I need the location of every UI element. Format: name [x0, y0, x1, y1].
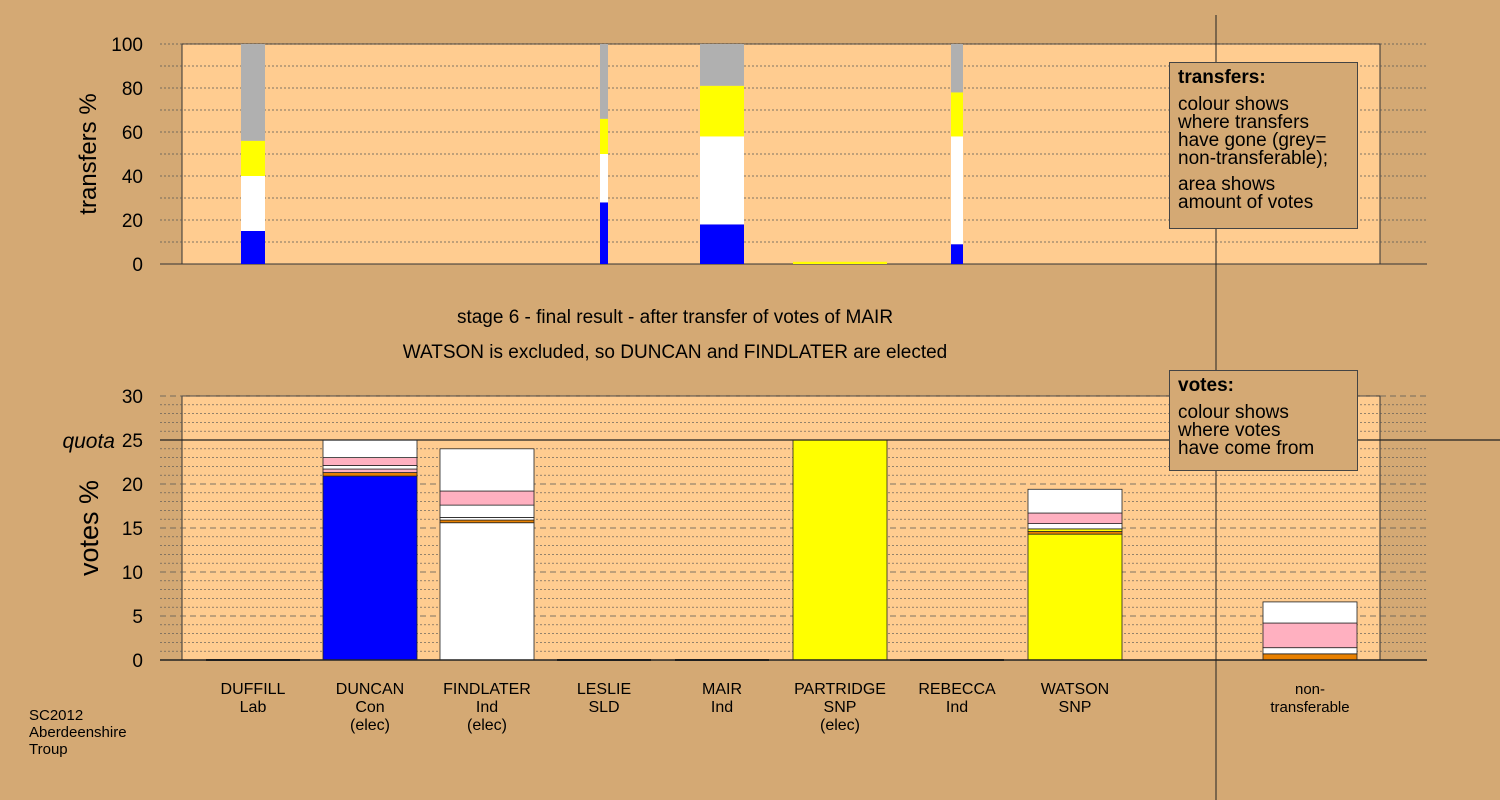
- vote-bar-segment: [439, 448, 535, 492]
- x-tick-label: (elec): [467, 717, 507, 734]
- x-tick-label: WATSON: [1041, 681, 1109, 698]
- transfer-bar-segment: [700, 224, 744, 264]
- chart-subtitle: WATSON is excluded, so DUNCAN and FINDLA…: [403, 342, 948, 363]
- transfer-bar-segment: [951, 44, 963, 93]
- transfer-bar-segment: [700, 85, 744, 137]
- y-tick-label: 0: [132, 255, 143, 276]
- votes-legend-line: have come from: [1178, 438, 1315, 459]
- x-tick-label: Ind: [711, 699, 733, 716]
- vote-bar-segment: [1262, 622, 1358, 649]
- y-tick-label: 5: [132, 607, 143, 628]
- transfer-bar-segment: [600, 118, 608, 154]
- transfer-bar-segment: [600, 202, 608, 264]
- transfers-legend-line: amount of votes: [1178, 192, 1314, 213]
- vote-bar-segment: [322, 457, 418, 466]
- x-tick-label: REBECCA: [918, 681, 996, 698]
- chart-title: stage 6 - final result - after transfer …: [457, 307, 893, 328]
- vote-bar-segment: [439, 522, 535, 661]
- votes-legend-line: where votes: [1178, 420, 1281, 441]
- source-note: SC2012 Aberdeenshire Troup: [29, 707, 127, 758]
- vote-bar-segment: [1262, 601, 1358, 624]
- x-tick-label: LESLIE: [577, 681, 631, 698]
- vote-bar-segment: [1027, 488, 1123, 514]
- transfers-legend: transfers: colour shows where transfers …: [1169, 62, 1358, 229]
- vote-bar-segment: [1027, 512, 1123, 524]
- x-tick-label: SNP: [824, 699, 857, 716]
- votes-legend-title: votes:: [1178, 375, 1234, 396]
- transfer-bar-segment: [241, 231, 265, 264]
- vote-bar-segment: [1027, 523, 1123, 530]
- y-tick-label: 0: [132, 651, 143, 672]
- vote-bar-segment: [792, 439, 888, 661]
- transfer-bar-segment: [241, 140, 265, 176]
- y-axis-label: votes %: [74, 480, 104, 576]
- transfer-bar-segment: [600, 44, 608, 119]
- y-tick-label: 60: [122, 123, 143, 144]
- vote-bar-segment: [439, 490, 535, 506]
- vote-bar-segment: [322, 465, 418, 470]
- y-tick-label: 10: [122, 563, 143, 584]
- transfer-bar-segment: [700, 136, 744, 225]
- x-tick-label: (elec): [820, 717, 860, 734]
- vote-bar-segment: [1027, 533, 1123, 661]
- x-tick-label: FINDLATER: [443, 681, 531, 698]
- x-tick-label: Lab: [240, 699, 267, 716]
- transfer-bar-segment: [241, 44, 265, 141]
- transfer-bar-segment: [600, 154, 608, 203]
- y-tick-label: 40: [122, 167, 143, 188]
- x-tick-label: PARTRIDGE: [794, 681, 886, 698]
- x-tick-label: MAIR: [702, 681, 742, 698]
- y-tick-label: 100: [111, 35, 143, 56]
- vote-bar-segment: [322, 472, 418, 477]
- x-tick-label: SNP: [1059, 699, 1092, 716]
- y-axis-label: transfers %: [75, 93, 102, 214]
- x-tick-label: Con: [355, 699, 384, 716]
- transfer-bar-segment: [951, 92, 963, 137]
- x-tick-label: Ind: [476, 699, 498, 716]
- transfer-bar-segment: [793, 261, 887, 264]
- vote-bar-segment: [1262, 653, 1358, 661]
- transfer-bar-segment: [951, 136, 963, 245]
- source-line: Troup: [29, 741, 68, 758]
- vote-bar-segment: [1262, 647, 1358, 655]
- y-tick-label: 20: [122, 211, 143, 232]
- x-tick-label: transferable: [1270, 699, 1349, 716]
- transfers-legend-line: non-transferable);: [1178, 148, 1328, 169]
- transfers-legend-line: where transfers: [1178, 112, 1309, 133]
- transfers-legend-line: have gone (grey=: [1178, 130, 1327, 151]
- transfers-legend-title: transfers:: [1178, 67, 1266, 88]
- source-line: SC2012: [29, 707, 84, 724]
- quota-label: quota: [62, 430, 115, 453]
- x-tick-label: Ind: [946, 699, 968, 716]
- votes-legend: votes: colour shows where votes have com…: [1169, 370, 1358, 471]
- source-line: Aberdeenshire: [29, 724, 127, 741]
- x-tick-label: (elec): [350, 717, 390, 734]
- votes-legend-line: colour shows: [1178, 402, 1289, 423]
- transfer-bar-segment: [241, 176, 265, 231]
- transfers-legend-line: area shows: [1178, 174, 1276, 195]
- x-tick-label: DUFFILL: [221, 681, 286, 698]
- x-tick-label: non-: [1295, 681, 1325, 698]
- transfer-bar-segment: [951, 244, 963, 264]
- transfers-legend-line: colour shows: [1178, 94, 1289, 115]
- y-tick-label: 25: [122, 431, 143, 452]
- x-tick-label: SLD: [588, 699, 619, 716]
- y-tick-label: 20: [122, 475, 143, 496]
- vote-bar-segment: [322, 439, 418, 459]
- y-tick-label: 30: [122, 387, 143, 408]
- vote-bar-segment: [322, 468, 418, 473]
- y-tick-label: 80: [122, 79, 143, 100]
- x-tick-label: DUNCAN: [336, 681, 404, 698]
- transfer-bar-segment: [700, 44, 744, 86]
- vote-bar-segment: [322, 475, 418, 661]
- y-tick-label: 15: [122, 519, 143, 540]
- vote-bar-segment: [439, 504, 535, 518]
